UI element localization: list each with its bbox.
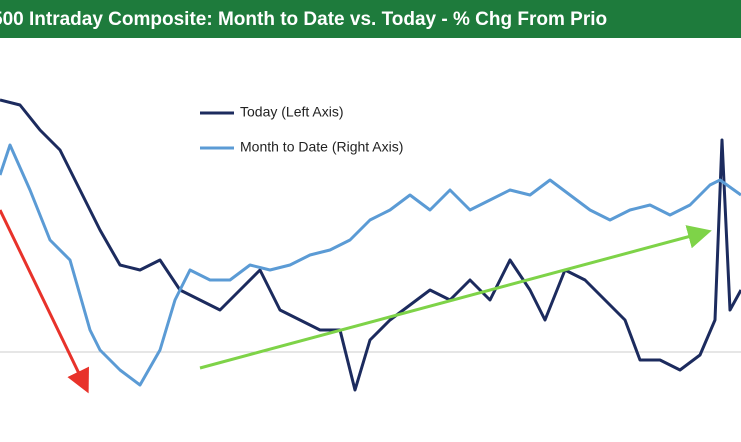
legend-label: Month to Date (Right Axis) [240, 139, 403, 155]
title-bar [0, 0, 741, 38]
legend-label: Today (Left Axis) [240, 104, 344, 120]
down-arrow [0, 209, 89, 394]
plot-area [0, 98, 741, 392]
series-line [0, 143, 741, 387]
chart-title: 500 Intraday Composite: Month to Date vs… [0, 9, 607, 30]
up-arrow [199, 225, 712, 370]
series-line [0, 98, 741, 392]
